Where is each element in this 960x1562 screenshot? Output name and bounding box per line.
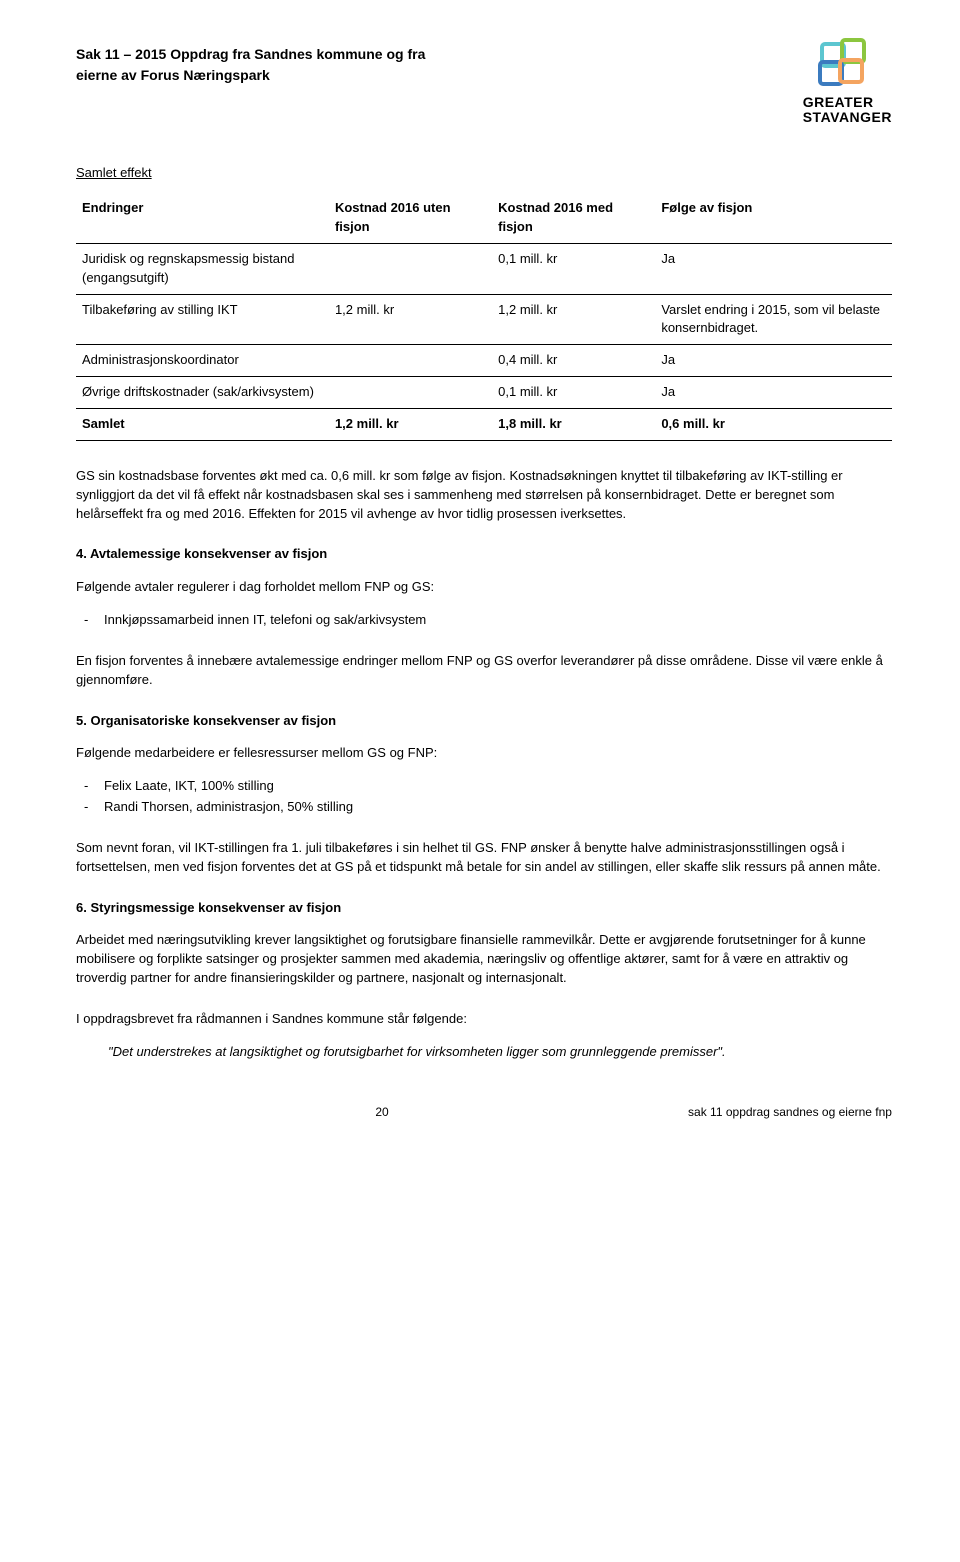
page-footer: 20 sak 11 oppdrag sandnes og eierne fnp bbox=[76, 1104, 892, 1121]
table-row: Øvrige driftskostnader (sak/arkivsystem)… bbox=[76, 377, 892, 409]
cost-paragraph: GS sin kostnadsbase forventes økt med ca… bbox=[76, 467, 892, 524]
section-6-quote: "Det understrekes at langsiktighet og fo… bbox=[108, 1043, 872, 1062]
row-label: Juridisk og regnskapsmessig bistand (eng… bbox=[76, 243, 329, 294]
list-item: Innkjøpssamarbeid innen IT, telefoni og … bbox=[104, 611, 892, 630]
page-header: Sak 11 – 2015 Oppdrag fra Sandnes kommun… bbox=[76, 44, 892, 124]
list-item: Felix Laate, IKT, 100% stilling bbox=[104, 777, 892, 796]
row-label: Tilbakeføring av stilling IKT bbox=[76, 294, 329, 345]
table-total-row: Samlet 1,2 mill. kr 1,8 mill. kr 0,6 mil… bbox=[76, 408, 892, 440]
section-effect-heading: Samlet effekt bbox=[76, 164, 892, 183]
section-5-list: Felix Laate, IKT, 100% stilling Randi Th… bbox=[104, 777, 892, 817]
row-c1 bbox=[329, 243, 492, 294]
section-4-list: Innkjøpssamarbeid innen IT, telefoni og … bbox=[104, 611, 892, 630]
table-row: Tilbakeføring av stilling IKT 1,2 mill. … bbox=[76, 294, 892, 345]
total-c2: 1,8 mill. kr bbox=[492, 408, 655, 440]
table-row: Administrasjonskoordinator 0,4 mill. kr … bbox=[76, 345, 892, 377]
section-6-heading: 6. Styringsmessige konsekvenser av fisjo… bbox=[76, 899, 892, 918]
section-6-para1: Arbeidet med næringsutvikling krever lan… bbox=[76, 931, 892, 988]
row-c3: Ja bbox=[655, 377, 892, 409]
col-med-fisjon: Kostnad 2016 med fisjon bbox=[492, 193, 655, 243]
total-c3: 0,6 mill. kr bbox=[655, 408, 892, 440]
section-5-heading: 5. Organisatoriske konsekvenser av fisjo… bbox=[76, 712, 892, 731]
row-c3: Varslet endring i 2015, som vil belaste … bbox=[655, 294, 892, 345]
row-c1: 1,2 mill. kr bbox=[329, 294, 492, 345]
logo-icon bbox=[814, 38, 880, 92]
effect-table: Endringer Kostnad 2016 uten fisjon Kostn… bbox=[76, 193, 892, 441]
total-c1: 1,2 mill. kr bbox=[329, 408, 492, 440]
section-4-para2: En fisjon forventes å innebære avtalemes… bbox=[76, 652, 892, 690]
row-label: Øvrige driftskostnader (sak/arkivsystem) bbox=[76, 377, 329, 409]
col-folge: Følge av fisjon bbox=[655, 193, 892, 243]
title-line-2: eierne av Forus Næringspark bbox=[76, 67, 270, 83]
row-label: Administrasjonskoordinator bbox=[76, 345, 329, 377]
col-uten-fisjon: Kostnad 2016 uten fisjon bbox=[329, 193, 492, 243]
row-c2: 0,1 mill. kr bbox=[492, 377, 655, 409]
row-c3: Ja bbox=[655, 243, 892, 294]
doc-title: Sak 11 – 2015 Oppdrag fra Sandnes kommun… bbox=[76, 44, 425, 86]
section-4-heading: 4. Avtalemessige konsekvenser av fisjon bbox=[76, 545, 892, 564]
section-4-intro: Følgende avtaler regulerer i dag forhold… bbox=[76, 578, 892, 597]
list-item: Randi Thorsen, administrasjon, 50% still… bbox=[104, 798, 892, 817]
row-c2: 1,2 mill. kr bbox=[492, 294, 655, 345]
title-line-1: Sak 11 – 2015 Oppdrag fra Sandnes kommun… bbox=[76, 46, 425, 62]
footer-right: sak 11 oppdrag sandnes og eierne fnp bbox=[688, 1104, 892, 1121]
table-row: Juridisk og regnskapsmessig bistand (eng… bbox=[76, 243, 892, 294]
page-number: 20 bbox=[375, 1104, 388, 1121]
row-c2: 0,1 mill. kr bbox=[492, 243, 655, 294]
row-c1 bbox=[329, 377, 492, 409]
total-label: Samlet bbox=[76, 408, 329, 440]
row-c1 bbox=[329, 345, 492, 377]
logo-text: GREATER STAVANGER bbox=[803, 95, 892, 124]
section-5-intro: Følgende medarbeidere er fellesressurser… bbox=[76, 744, 892, 763]
section-5-para2: Som nevnt foran, vil IKT-stillingen fra … bbox=[76, 839, 892, 877]
logo: GREATER STAVANGER bbox=[803, 38, 892, 124]
row-c2: 0,4 mill. kr bbox=[492, 345, 655, 377]
col-endringer: Endringer bbox=[76, 193, 329, 243]
row-c3: Ja bbox=[655, 345, 892, 377]
section-6-para2: I oppdragsbrevet fra rådmannen i Sandnes… bbox=[76, 1010, 892, 1029]
table-header-row: Endringer Kostnad 2016 uten fisjon Kostn… bbox=[76, 193, 892, 243]
